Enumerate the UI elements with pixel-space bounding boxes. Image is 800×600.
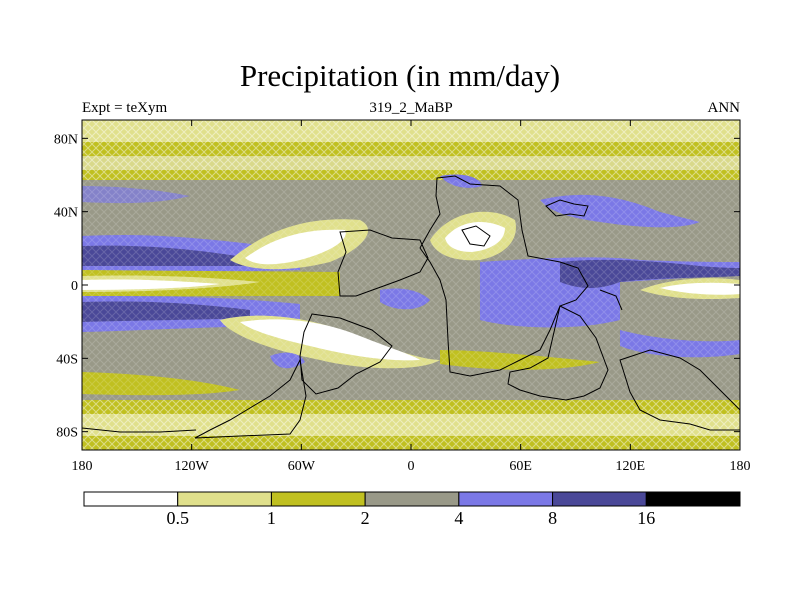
y-tick-label: 40S: [56, 352, 78, 367]
y-tick-label: 80S: [56, 426, 78, 441]
precipitation-field: [82, 120, 740, 450]
colorbar-label: 0.5: [166, 508, 189, 528]
period-label: 319_2_MaBP: [369, 100, 453, 116]
colorbar-swatch: [270, 491, 366, 507]
x-tick-label: 120W: [175, 459, 210, 474]
map-title: Precipitation (in mm/day): [239, 58, 561, 93]
x-tick-label: 60E: [509, 459, 532, 474]
colorbar-label: 8: [548, 508, 557, 528]
colorbar-swatch: [83, 491, 179, 507]
colorbar-label: 2: [361, 508, 370, 528]
x-tick-label: 0: [408, 459, 415, 474]
colorbar-swatch: [458, 491, 554, 507]
colorbar-swatch: [552, 491, 647, 507]
y-tick-label: 40N: [54, 206, 78, 221]
y-tick-label: 80N: [54, 132, 78, 147]
axis-tick-labels: 180 120W 60W 0 60E 120E 180 80N 40N 0 40S 80S: [54, 132, 751, 474]
y-tick-label: 0: [71, 279, 78, 294]
colorbar-label: 16: [637, 508, 655, 528]
colorbar-label: 4: [454, 508, 463, 528]
colorbar-swatch: [645, 491, 741, 507]
x-tick-label: 180: [730, 459, 751, 474]
season-label: ANN: [707, 100, 741, 116]
x-tick-label: 180: [72, 459, 93, 474]
x-tick-label: 120E: [616, 459, 646, 474]
continent-outlines: [82, 175, 740, 439]
experiment-label: Expt = teXym: [82, 100, 168, 116]
colorbar-label: 1: [267, 508, 276, 528]
x-tick-label: 60W: [288, 459, 316, 474]
colorbar: 0.5 1 2 4 8 16: [83, 491, 741, 528]
axis-ticks: [81, 120, 741, 450]
colorbar-swatch: [177, 491, 272, 507]
colorbar-swatch: [364, 491, 460, 507]
